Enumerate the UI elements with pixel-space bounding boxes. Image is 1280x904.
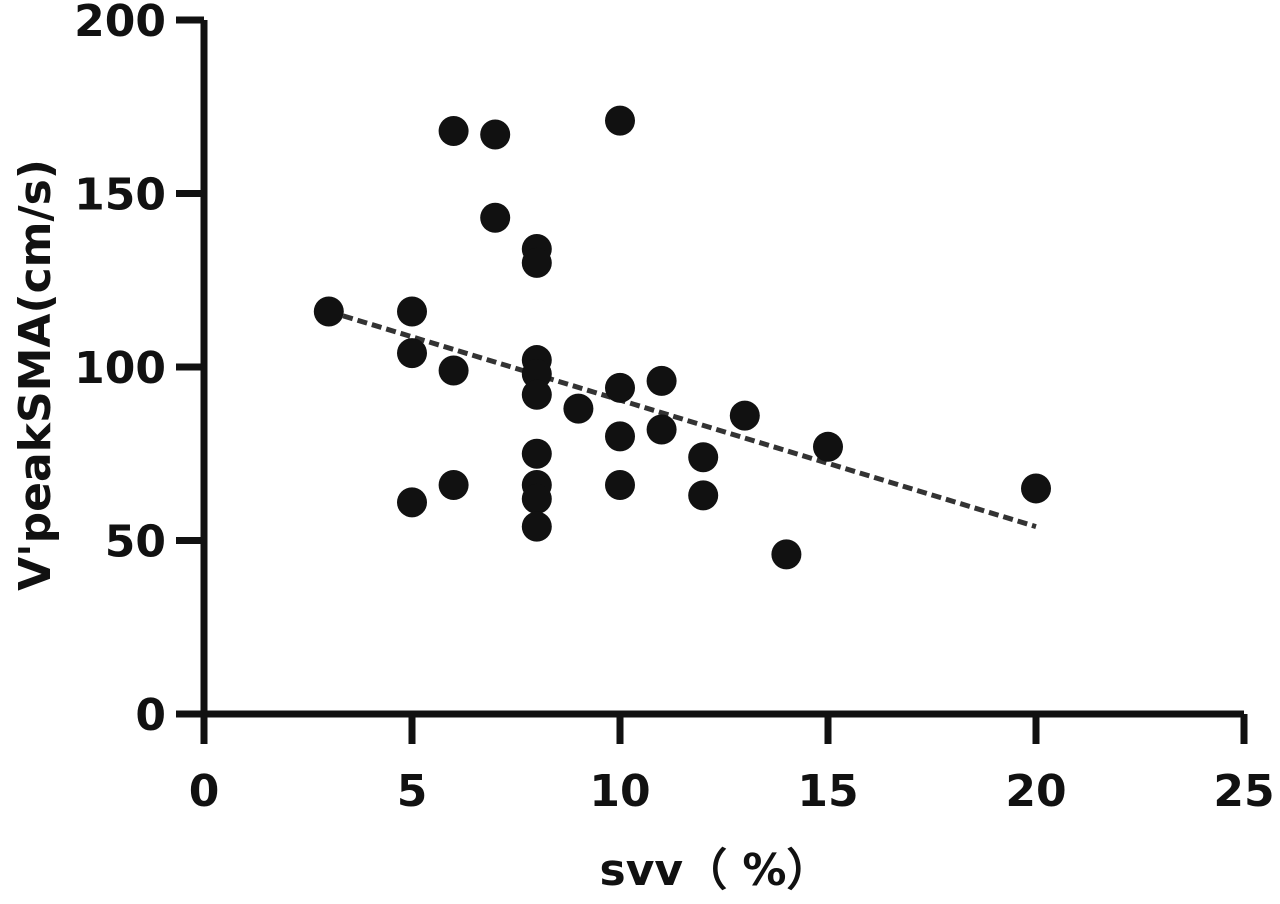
y-tick-label: 0 [135, 690, 166, 741]
x-tick-label: 5 [397, 766, 428, 817]
data-point [480, 202, 511, 233]
x-tick-label: 0 [189, 766, 220, 817]
data-point [605, 105, 635, 136]
data-point [438, 116, 469, 147]
y-tick-label: 150 [74, 170, 166, 221]
data-point [605, 469, 635, 500]
data-point [646, 414, 677, 445]
data-point [729, 400, 760, 431]
x-tick-label: 25 [1213, 766, 1274, 817]
y-tick-label: 200 [74, 0, 166, 47]
data-point [521, 358, 552, 389]
data-point [813, 431, 843, 462]
data-point [646, 365, 677, 396]
data-point [480, 119, 511, 150]
data-point [605, 421, 635, 452]
axes [200, 20, 1244, 718]
data-point [438, 469, 469, 500]
data-point [521, 483, 552, 514]
trendline [328, 309, 1037, 530]
data-point [397, 296, 427, 327]
data-point [521, 511, 552, 542]
data-point [521, 438, 552, 469]
data-point [521, 247, 552, 278]
x-tick-label: 15 [797, 766, 858, 817]
y-axis-title: V'peakSMA(cm/s) [10, 159, 61, 591]
data-point [605, 372, 635, 403]
y-ticks: 0 50 100 150 200 [74, 0, 204, 741]
x-tick-label: 10 [589, 766, 650, 817]
data-point [397, 338, 427, 369]
x-ticks: 0 5 10 15 20 25 [189, 714, 1275, 817]
data-point [563, 393, 594, 424]
data-point [313, 296, 344, 327]
y-tick-label: 50 [105, 517, 166, 568]
x-axis-title: svv（ %） [600, 845, 831, 896]
data-point [438, 355, 469, 386]
y-tick-label: 100 [74, 343, 166, 394]
x-tick-label: 20 [1005, 766, 1066, 817]
trendline-group [328, 309, 1037, 530]
data-point [397, 487, 427, 518]
data-point [521, 379, 552, 410]
data-point [771, 539, 802, 570]
data-point [688, 480, 719, 511]
data-point [1021, 473, 1051, 504]
data-points [313, 105, 1051, 570]
data-point [688, 442, 719, 473]
